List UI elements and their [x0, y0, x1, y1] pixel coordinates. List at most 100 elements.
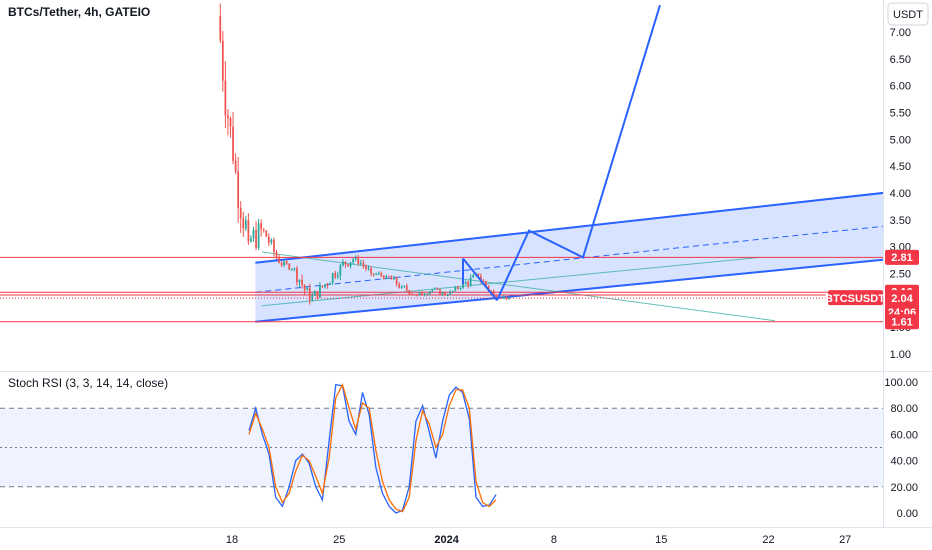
candle-body	[219, 15, 222, 41]
level-price-value: 1.61	[891, 316, 912, 328]
candle-body	[278, 258, 280, 263]
time-tick-label: 15	[655, 534, 667, 546]
price-tick-label: 5.00	[890, 134, 911, 146]
candle-body	[244, 220, 247, 229]
stoch-tick-label: 80.00	[890, 403, 918, 415]
candle-body	[270, 239, 273, 243]
candle-body	[336, 275, 339, 278]
projection-segment-1	[496, 4, 661, 301]
projection-path	[462, 4, 661, 301]
candle-body	[342, 261, 344, 266]
candle-body	[451, 290, 454, 292]
candle-body	[313, 290, 316, 296]
price-tick-label: 1.00	[890, 349, 911, 361]
candle-body	[308, 287, 311, 301]
candle-body	[347, 264, 349, 267]
candle-body	[372, 273, 375, 275]
candle-body	[385, 276, 388, 279]
candle-body	[500, 297, 503, 299]
candle-body	[403, 285, 406, 287]
candle-body	[503, 296, 505, 299]
candle-body	[367, 268, 370, 270]
candle-body	[357, 257, 360, 264]
candle-body	[377, 273, 380, 275]
time-tick-label: 25	[333, 534, 345, 546]
stoch-tick-label: 100.00	[884, 377, 918, 389]
level-price-value: 2.81	[891, 252, 912, 264]
candle-body	[293, 268, 296, 270]
candle-body	[257, 223, 260, 248]
candle-body	[242, 218, 245, 229]
price-tick-label: 7.00	[890, 27, 911, 39]
time-tick-label: 8	[551, 534, 557, 546]
projection-segment-0	[462, 257, 498, 301]
candle-body	[428, 291, 431, 295]
candle-body	[232, 126, 234, 161]
candle-body	[359, 262, 362, 264]
candle-body	[408, 290, 411, 295]
candle-body	[477, 273, 480, 277]
level-price-tag-bg	[885, 249, 919, 265]
candle-body	[416, 294, 418, 296]
candle-body	[508, 298, 510, 300]
horizontal-levels	[0, 256, 883, 323]
candle-body	[449, 291, 452, 295]
candle-body	[482, 280, 485, 282]
candle-body	[390, 276, 393, 280]
candle-body	[234, 160, 237, 172]
stoch-rsi-label: Stoch RSI (3, 3, 14, 14, close)	[8, 376, 168, 390]
stoch-d-line	[248, 382, 497, 513]
channel-lower-line	[255, 258, 883, 323]
price-tick-label: 4.00	[890, 188, 911, 200]
level-price-tag: 2.81	[885, 249, 919, 265]
price-pane[interactable]	[0, 3, 907, 323]
channel-midline	[255, 225, 883, 293]
candle-body	[250, 238, 252, 242]
candle-body	[495, 294, 498, 298]
candle-body	[446, 294, 449, 296]
candle-body	[421, 291, 424, 295]
candle-body	[436, 288, 439, 290]
candle-body	[221, 40, 224, 81]
time-axis[interactable]: 18 25 2024 8 15 22 27	[226, 534, 851, 546]
candle-body	[441, 292, 444, 295]
candle-body	[380, 273, 383, 276]
candle-body	[395, 277, 398, 285]
candle-body	[370, 268, 372, 274]
candle-body	[321, 285, 324, 287]
candle-body	[290, 269, 293, 271]
stoch-axis[interactable]: 0.00 20.00 40.00 60.00 80.00 100.00	[884, 377, 918, 520]
candle-body	[505, 296, 508, 299]
candle-body	[354, 257, 357, 260]
candle-body	[365, 265, 367, 269]
candle-body	[285, 261, 288, 264]
candle-body	[439, 289, 441, 295]
candle-body	[405, 285, 408, 291]
candle-body	[334, 273, 337, 278]
candle-body	[316, 290, 319, 298]
channel-upper-line	[255, 191, 883, 264]
candle-body	[344, 261, 347, 265]
stoch-band	[0, 407, 883, 488]
candle-body	[492, 291, 495, 295]
candle-body	[375, 274, 378, 276]
stoch-rsi-pane[interactable]	[0, 382, 883, 514]
price-tick-label: 5.50	[890, 108, 911, 120]
candle-body	[329, 283, 332, 285]
candle-body	[487, 285, 490, 291]
candle-body	[444, 292, 446, 296]
candle-body	[459, 288, 462, 290]
candle-body	[411, 294, 413, 296]
candle-body	[472, 275, 475, 278]
candle-body	[457, 286, 459, 289]
candle-body	[454, 286, 457, 291]
currency-button[interactable]: USDT	[887, 2, 929, 26]
candle-body	[303, 285, 306, 291]
candle-body	[362, 262, 365, 266]
candle-body	[339, 265, 342, 276]
candle-body	[252, 230, 255, 239]
candle-body	[467, 281, 469, 286]
stoch-tick-label: 60.00	[890, 429, 918, 441]
stoch-k-line	[248, 383, 497, 514]
